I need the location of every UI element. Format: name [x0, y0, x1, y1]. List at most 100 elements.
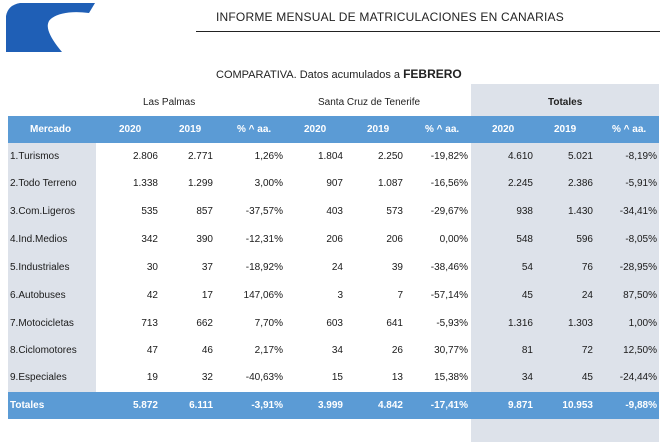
table-row: 8.Ciclomotores 47 46 2,17% 34 26 30,77% … [8, 337, 659, 364]
cell-lp-pct: 3,00% [254, 178, 283, 189]
cell-tf-2020: 603 [326, 318, 343, 329]
cell-tf-pct: -16,56% [430, 178, 468, 189]
cell-tot-2019: 76 [581, 262, 593, 273]
group-label-tenerife: Santa Cruz de Tenerife [318, 97, 421, 108]
cell-lp-2020: 47 [146, 345, 158, 356]
totals-tf-2020: 3.999 [317, 400, 343, 411]
cell-tot-2019: 596 [576, 234, 593, 245]
totals-tf-2019: 4.842 [377, 400, 403, 411]
cell-tf-2020: 403 [326, 206, 343, 217]
cell-mercado: 7.Motocicletas [10, 318, 74, 329]
cell-tf-pct: -29,67% [430, 206, 468, 217]
cell-mercado: 1.Turismos [10, 151, 60, 162]
cell-mercado: 2.Todo Terreno [10, 178, 77, 189]
totals-lp-2020: 5.872 [132, 400, 158, 411]
cell-lp-2019: 17 [201, 290, 213, 301]
cell-tot-pct: -5,91% [625, 178, 657, 189]
cell-tot-2019: 1.430 [567, 206, 593, 217]
cell-tf-2019: 573 [386, 206, 403, 217]
cell-tf-2019: 7 [397, 290, 403, 301]
cell-tf-2019: 2.250 [377, 151, 403, 162]
cell-mercado: 8.Ciclomotores [10, 345, 77, 356]
cell-tf-2020: 3 [337, 290, 343, 301]
cell-lp-pct: 7,70% [254, 318, 283, 329]
cell-tf-2019: 1.087 [377, 178, 403, 189]
header-tot-2019: 2019 [554, 124, 577, 135]
cell-lp-2019: 857 [196, 206, 213, 217]
table-row: 9.Especiales 19 32 -40,63% 15 13 15,38% … [8, 364, 659, 391]
cell-mercado: 3.Com.Ligeros [10, 206, 76, 217]
cell-lp-2020: 30 [146, 262, 158, 273]
cell-tot-2019: 5.021 [567, 151, 593, 162]
logo-swoosh-icon [6, 3, 95, 52]
header-tot-2020: 2020 [492, 124, 515, 135]
cell-tf-pct: 15,38% [434, 372, 468, 383]
cell-tot-2019: 1.303 [567, 318, 593, 329]
cell-lp-pct: 1,26% [254, 151, 283, 162]
cell-lp-2020: 713 [141, 318, 158, 329]
subtitle-month: FEBRERO [403, 67, 462, 81]
cell-tf-2020: 1.804 [317, 151, 343, 162]
cell-tot-2020: 4.610 [507, 151, 533, 162]
cell-lp-2019: 1.299 [187, 178, 213, 189]
cell-tot-pct: 87,50% [623, 290, 657, 301]
group-label-totales: Totales [548, 97, 583, 108]
totals-label: Totales [10, 400, 45, 411]
header-tot-pct: % ^ aa. [612, 124, 647, 135]
cell-tot-2019: 72 [581, 345, 593, 356]
cell-tf-pct: -57,14% [430, 290, 468, 301]
cell-tot-2020: 2.245 [507, 178, 533, 189]
table-row: 5.Industriales 30 37 -18,92% 24 39 -38,4… [8, 254, 659, 281]
cell-tf-2019: 39 [391, 262, 403, 273]
group-label-las-palmas: Las Palmas [143, 97, 196, 108]
cell-tf-2020: 34 [331, 345, 343, 356]
cell-tot-2020: 548 [516, 234, 533, 245]
table-row: 4.Ind.Medios 342 390 -12,31% 206 206 0,0… [8, 226, 659, 253]
cell-tot-2020: 1.316 [507, 318, 533, 329]
table-row: 3.Com.Ligeros 535 857 -37,57% 403 573 -2… [8, 198, 659, 225]
cell-lp-pct: -18,92% [245, 262, 283, 273]
cell-tot-pct: 12,50% [623, 345, 657, 356]
totals-lp-2019: 6.111 [189, 400, 213, 411]
cell-lp-pct: 147,06% [243, 290, 283, 301]
cell-lp-2019: 390 [196, 234, 213, 245]
cell-lp-2020: 2.806 [132, 151, 158, 162]
cell-lp-2019: 662 [196, 318, 213, 329]
cell-lp-2020: 19 [146, 372, 158, 383]
cell-lp-pct: -40,63% [245, 372, 283, 383]
cell-lp-2019: 2.771 [187, 151, 213, 162]
mercado-column-shade [8, 143, 96, 392]
cell-mercado: 4.Ind.Medios [10, 234, 68, 245]
cell-tot-2020: 54 [521, 262, 533, 273]
cell-lp-2019: 46 [201, 345, 213, 356]
cell-tot-pct: 1,00% [628, 318, 657, 329]
cell-tot-pct: -8,05% [625, 234, 657, 245]
cell-tot-2020: 34 [521, 372, 533, 383]
cell-tot-2020: 81 [521, 345, 533, 356]
cell-lp-2020: 342 [141, 234, 158, 245]
totals-row: Totales 5.872 6.111 -3,91% 3.999 4.842 -… [8, 392, 659, 419]
totals-tf-pct: -17,41% [430, 400, 468, 411]
table-row: 6.Autobuses 42 17 147,06% 3 7 -57,14% 45… [8, 282, 659, 309]
table-row: 1.Turismos 2.806 2.771 1,26% 1.804 2.250… [8, 143, 659, 170]
totals-lp-pct: -3,91% [251, 400, 283, 411]
table-header-row: Mercado 2020 2019 % ^ aa. 2020 2019 % ^ … [8, 116, 659, 143]
totals-tot-2019: 10.953 [562, 400, 593, 411]
cell-tf-pct: 30,77% [434, 345, 468, 356]
cell-tf-pct: -38,46% [430, 262, 468, 273]
table-row: 7.Motocicletas 713 662 7,70% 603 641 -5,… [8, 310, 659, 337]
cell-tf-pct: 0,00% [439, 234, 468, 245]
header-tf-2020: 2020 [304, 124, 327, 135]
totals-tot-pct: -9,88% [625, 400, 657, 411]
cell-lp-2019: 32 [201, 372, 213, 383]
cell-tot-2020: 45 [521, 290, 533, 301]
cell-mercado: 6.Autobuses [10, 290, 66, 301]
cell-tf-2020: 206 [326, 234, 343, 245]
cell-tot-2019: 24 [581, 290, 593, 301]
header-tf-2019: 2019 [367, 124, 390, 135]
cell-mercado: 5.Industriales [10, 262, 70, 273]
cell-lp-pct: 2,17% [254, 345, 283, 356]
cell-tf-pct: -5,93% [436, 318, 468, 329]
header-mercado: Mercado [30, 124, 72, 135]
cell-tf-pct: -19,82% [430, 151, 468, 162]
